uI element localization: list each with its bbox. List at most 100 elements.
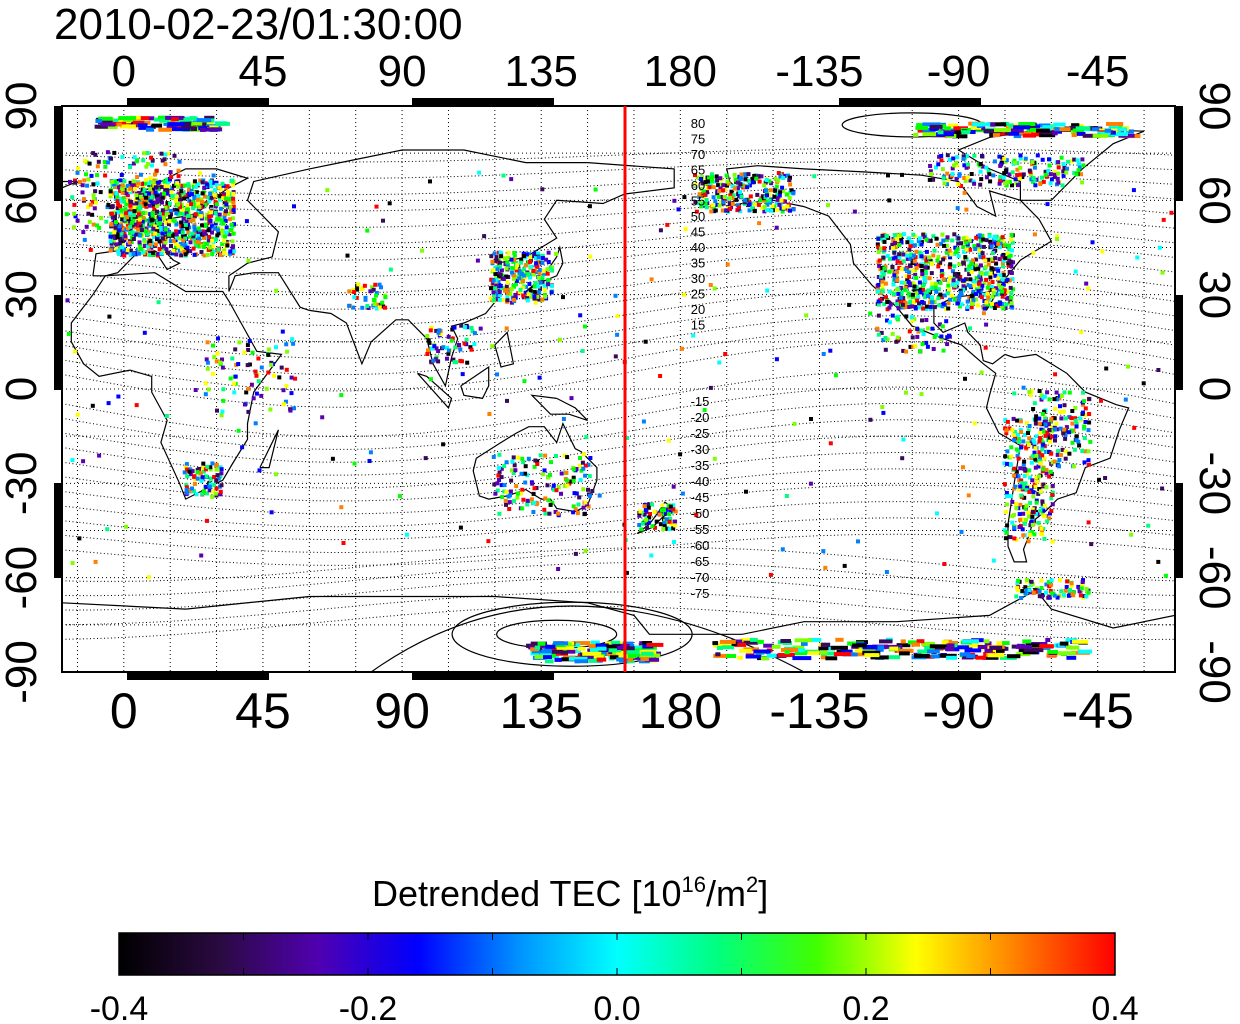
tec-cell (1047, 436, 1052, 441)
tec-cell (512, 273, 516, 278)
coastline (530, 394, 589, 421)
tec-cell (533, 300, 538, 305)
tec-cell (725, 262, 730, 267)
tec-cell (988, 239, 993, 244)
tec-cell (232, 381, 237, 386)
tec-cell (91, 151, 96, 156)
tec-cell (552, 487, 557, 492)
tec-cell (94, 124, 108, 129)
tec-cell (963, 255, 968, 260)
tec-cell (959, 652, 970, 657)
tec-cell (906, 236, 911, 241)
tec-cell (738, 176, 743, 181)
tec-cell (900, 639, 906, 644)
tec-cell (691, 333, 696, 338)
tec-cell (187, 467, 192, 472)
tec-cell (905, 240, 910, 245)
tec-cell (1037, 487, 1042, 491)
tec-cell (1030, 509, 1035, 514)
tec-cell (85, 183, 90, 188)
tec-cell (1021, 385, 1026, 390)
tec-cell (892, 233, 897, 237)
tec-cell (155, 227, 160, 231)
tec-cell (895, 259, 900, 264)
tec-cell (961, 278, 966, 283)
tec-cell (581, 452, 586, 457)
tec-cell (82, 178, 87, 183)
tec-cell (182, 470, 187, 475)
tec-cell (583, 324, 587, 329)
tec-cell (699, 187, 704, 191)
tec-cell (98, 116, 113, 121)
tec-cell (637, 513, 642, 518)
tec-cell (1082, 436, 1087, 440)
tec-cell (1032, 532, 1037, 537)
tec-cell (879, 330, 884, 335)
tec-cell (162, 157, 167, 162)
tec-cell (712, 206, 717, 211)
tec-cell (230, 225, 235, 230)
tec-cell (924, 646, 934, 650)
tec-cell (504, 326, 509, 331)
tec-cell (1024, 517, 1028, 522)
tec-cell (229, 228, 233, 232)
tec-cell (890, 265, 895, 270)
tec-cell (115, 181, 120, 186)
tec-cell (945, 250, 949, 255)
contour-label: -20 (691, 410, 710, 425)
tec-cell (986, 262, 991, 267)
tec-cell (543, 655, 552, 660)
tec-cell (191, 234, 196, 239)
tec-cell (205, 360, 210, 365)
tec-cell (377, 282, 382, 287)
tec-cell (909, 240, 914, 244)
tec-cell (118, 196, 123, 201)
tec-cell (906, 279, 911, 284)
tec-cell (141, 158, 146, 163)
tec-cell (143, 239, 148, 244)
tec-cell (1087, 396, 1092, 401)
tec-cell (985, 291, 990, 296)
tec-cell (1025, 643, 1040, 648)
tec-cell (428, 328, 433, 333)
tec-cell (739, 648, 752, 653)
tec-cell (914, 265, 919, 270)
tec-cell (934, 165, 938, 170)
tec-cell (664, 507, 669, 512)
tec-cell (236, 362, 241, 366)
tec-cell (1169, 210, 1174, 215)
tec-cell (1014, 469, 1019, 474)
tec-cell (1078, 416, 1083, 421)
tec-cell (116, 122, 122, 127)
tec-cell (917, 280, 922, 285)
tec-cell (1027, 168, 1032, 173)
tec-cell (196, 193, 201, 198)
tec-cell (540, 260, 545, 265)
tec-cell (147, 181, 152, 186)
tec-cell (137, 220, 142, 225)
tec-cell (429, 359, 434, 364)
tec-cell (1013, 160, 1017, 165)
tec-cell (901, 259, 906, 264)
tec-cell (1024, 488, 1029, 493)
tec-cell (1045, 202, 1050, 207)
tec-cell (1028, 511, 1033, 516)
tec-cell (962, 639, 979, 644)
tec-cell (180, 121, 197, 126)
tec-cell (1044, 590, 1048, 595)
mag-contour (62, 370, 1175, 437)
tec-cell (1011, 287, 1016, 292)
tec-cell (95, 119, 103, 123)
tec-data-points (64, 115, 1174, 664)
tec-cell (139, 172, 143, 177)
tec-cell (1001, 281, 1006, 286)
tec-cell (1040, 594, 1045, 599)
tec-cell (521, 293, 526, 298)
tec-cell (540, 275, 545, 280)
tec-cell (1067, 645, 1080, 650)
tec-cell (1041, 482, 1046, 487)
tec-cell (532, 251, 537, 256)
tec-cell (1013, 502, 1018, 507)
tec-cell (768, 572, 773, 577)
tec-cell (141, 181, 146, 186)
